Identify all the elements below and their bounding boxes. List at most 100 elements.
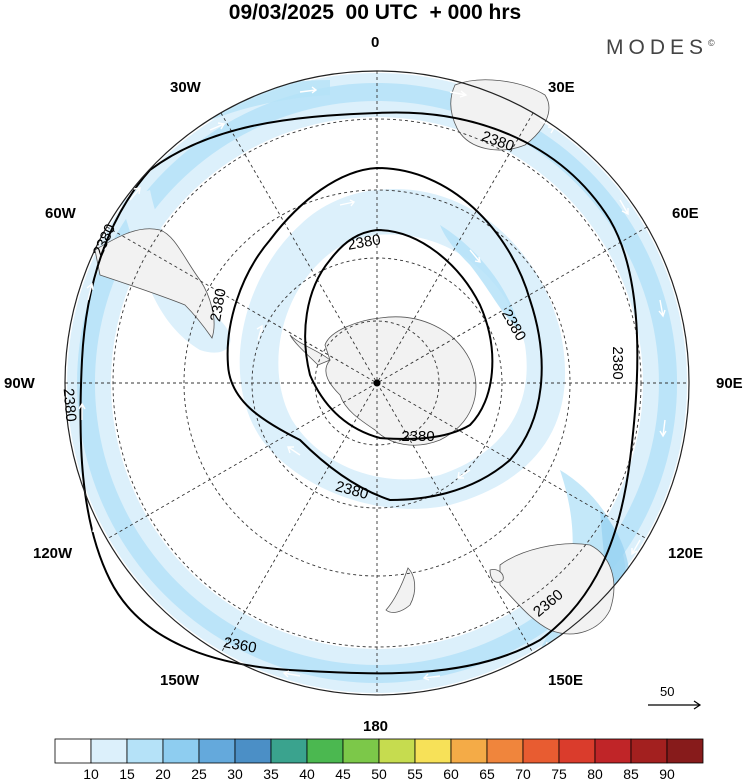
contour-2360 (304, 228, 494, 440)
lon-label-120e: 120E (668, 545, 704, 562)
south-america (94, 228, 215, 339)
north-patch (160, 80, 330, 140)
lon-label-90e: 90E (716, 375, 743, 392)
colorbar-box (486, 738, 524, 764)
height-contours (79, 111, 639, 675)
meridian (220, 112, 534, 654)
wind-arrow (167, 629, 181, 641)
wind-arrow (449, 90, 468, 98)
australia (499, 543, 615, 635)
colorbar (54, 738, 704, 764)
reference-vector-label: 50 (660, 684, 675, 699)
wind-arrow (631, 539, 641, 556)
colorbar-box (90, 738, 128, 764)
new-zealand (385, 567, 416, 613)
contour-2380-outer (79, 111, 639, 675)
map-boundary (64, 70, 690, 696)
wind-arrow (78, 402, 86, 420)
africa (450, 79, 550, 151)
colorbar-box (270, 738, 308, 764)
colorbar-box (234, 738, 272, 764)
modes-logo: MODES© (606, 36, 715, 60)
colorbar-box (450, 738, 488, 764)
brand-text: MODES (606, 36, 709, 59)
colorbar-tick-label: 55 (407, 766, 423, 782)
lon-label-120w: 120W (33, 545, 73, 562)
colorbar-box (126, 738, 164, 764)
contour-label: 2380 (346, 231, 382, 254)
wind-arrow (469, 249, 481, 263)
lon-label-90w: 90W (4, 375, 35, 392)
lon-label-60e: 60E (672, 205, 699, 222)
colorbar-tick-label: 60 (443, 766, 459, 782)
contour-label: 2380 (207, 287, 230, 323)
colorbar-tick-label: 80 (587, 766, 603, 782)
colorbar-tick-label: 40 (299, 766, 315, 782)
contour-label: 2380 (401, 428, 434, 445)
lon-label-60w: 60W (45, 205, 76, 222)
tasmania (489, 569, 504, 583)
wind-arrow (539, 119, 556, 134)
wind-arrow (512, 349, 520, 368)
colorbar-tick-label: 85 (623, 766, 639, 782)
colorbar-tick-label: 65 (479, 766, 495, 782)
wind-arrow (92, 524, 101, 541)
meridian (220, 112, 534, 654)
wind-arrow (282, 670, 301, 678)
wind-arrow (86, 282, 94, 301)
contour-label: 2380 (609, 346, 626, 379)
reference-vector-arrow (648, 700, 702, 710)
lon-label-30w: 30W (170, 79, 201, 96)
colorbar-tick-label: 30 (227, 766, 243, 782)
contour-label: 2380 (60, 388, 80, 423)
brand-mark: © (708, 38, 715, 48)
wind-arrow (545, 639, 561, 649)
lon-label-0: 0 (371, 34, 380, 51)
wind-arrow (658, 299, 666, 318)
colorbar-tick-label: 70 (515, 766, 531, 782)
colorbar-box (666, 738, 704, 764)
wind-arrow (209, 122, 226, 131)
colorbar-box (414, 738, 452, 764)
polar-jet-patch (440, 225, 520, 330)
lon-label-150w: 150W (160, 672, 200, 689)
colorbar-tick-label: 75 (551, 766, 567, 782)
meridian (106, 226, 648, 540)
wind-arrow (422, 673, 441, 681)
contour-label: 2360 (222, 634, 258, 657)
map-title: 09/03/2025 00 UTC + 000 hrs (228, 1, 522, 24)
land (94, 79, 615, 635)
colorbar-box (522, 738, 560, 764)
colorbar-tick-label: 35 (263, 766, 279, 782)
wind-arrow (299, 86, 318, 94)
colorbar-box (54, 738, 92, 764)
wind-arrow (129, 187, 141, 201)
colorbar-tick-label: 25 (191, 766, 207, 782)
wind-vectors (78, 86, 667, 681)
contour-2380-inner (226, 166, 543, 502)
wind-arrow (659, 419, 667, 438)
colorbar-tick-label: 10 (83, 766, 99, 782)
lon-label-30e: 30E (548, 79, 575, 96)
colorbar-box (378, 738, 416, 764)
colorbar-box (162, 738, 200, 764)
colorbar-box (306, 738, 344, 764)
meridian (106, 226, 648, 540)
wind-arrow (256, 324, 263, 341)
wind-arrow (287, 446, 301, 456)
wind-arrow (457, 469, 471, 479)
wind-arrow (619, 199, 629, 216)
colorbar-box (558, 738, 596, 764)
colorbar-box (630, 738, 668, 764)
colorbar-tick-label: 90 (659, 766, 675, 782)
colorbar-box (342, 738, 380, 764)
reference-vector-head (693, 700, 702, 710)
colorbar-tick-label: 45 (335, 766, 351, 782)
colorbar-tick-label: 50 (371, 766, 387, 782)
colorbar-box (198, 738, 236, 764)
colorbar-box (594, 738, 632, 764)
colorbar-tick-label: 15 (119, 766, 135, 782)
antarctic-peninsula (289, 334, 331, 366)
lon-label-180: 180 (363, 718, 389, 735)
